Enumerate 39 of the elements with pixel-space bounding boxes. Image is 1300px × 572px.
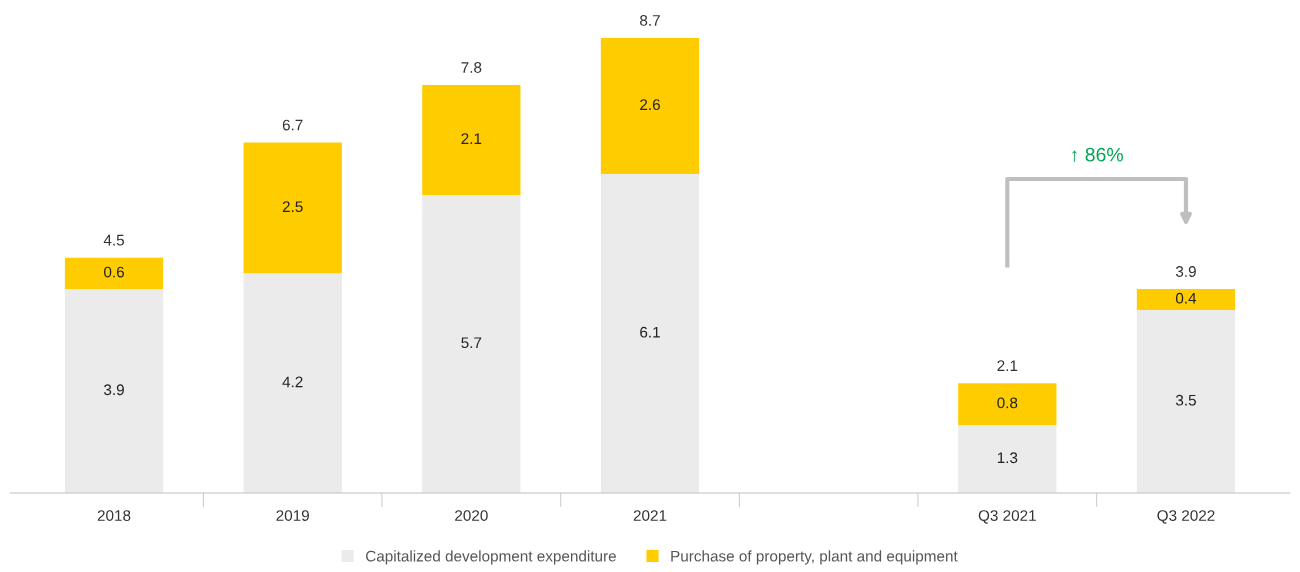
- x-tick-label: 2018: [97, 510, 131, 521]
- bar: [243, 273, 342, 494]
- data-label: 4.2: [282, 376, 303, 388]
- bar: [600, 37, 700, 174]
- total-label: 3.9: [1175, 266, 1196, 277]
- bar: [64, 289, 164, 494]
- x-tick-label: Q3 2021: [978, 510, 1036, 524]
- bar: [958, 425, 1057, 494]
- legend-label: Capitalized development expenditure: [366, 550, 616, 565]
- data-label: 3.9: [103, 384, 124, 396]
- x-tick-label: 2021: [633, 510, 667, 521]
- data-label: 3.5: [1175, 394, 1196, 406]
- data-label: 6.1: [640, 326, 660, 338]
- total-label: 7.8: [461, 62, 482, 73]
- data-label: 0.4: [1175, 292, 1197, 304]
- bar: [1136, 289, 1236, 310]
- bar: [958, 383, 1057, 426]
- bar: [422, 85, 521, 195]
- data-label: 2.6: [640, 99, 660, 111]
- x-tick-label: Q3 2022: [1157, 510, 1215, 524]
- total-label: 4.5: [103, 234, 124, 246]
- data-label: 2.1: [461, 133, 482, 144]
- bar: [422, 194, 521, 494]
- total-label: 8.7: [640, 15, 660, 26]
- bar: [243, 142, 342, 274]
- bar: [1136, 309, 1236, 494]
- legend-label: Purchase of property, plant and equipment: [671, 550, 958, 565]
- data-label: 0.6: [104, 266, 124, 278]
- x-tick-label: 2019: [276, 510, 309, 521]
- total-label: 2.1: [997, 360, 1018, 371]
- data-label: 0.8: [997, 397, 1018, 409]
- data-label: 1.3: [997, 452, 1018, 464]
- bar: [64, 257, 164, 290]
- annotation: ↑ 86%: [1072, 147, 1123, 162]
- bar: [600, 173, 700, 494]
- x-tick-label: 2020: [455, 510, 488, 521]
- total-label: 6.7: [282, 119, 303, 131]
- data-label: 2.5: [282, 201, 303, 213]
- data-label: 5.7: [461, 337, 482, 349]
